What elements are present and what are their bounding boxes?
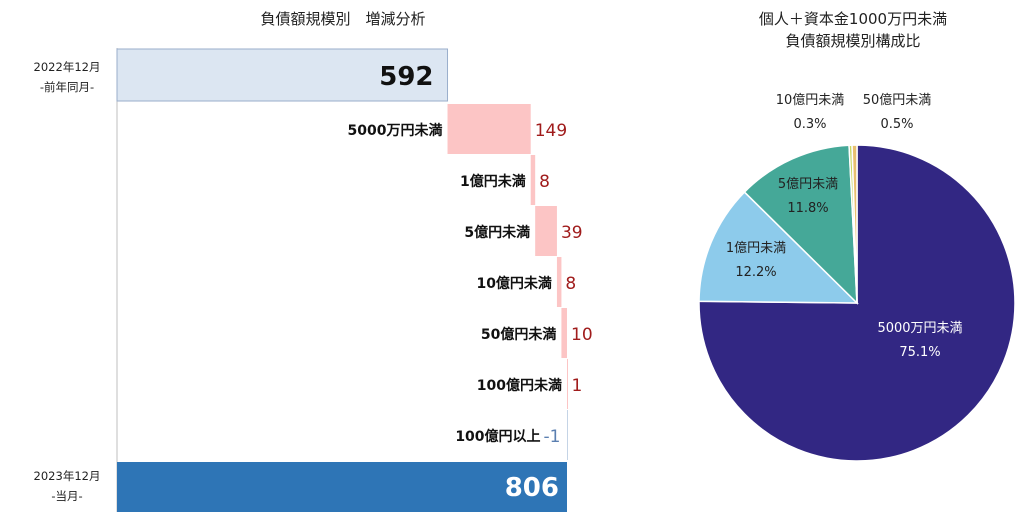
pie-title-line2: 負債額規模別構成比 [785,32,920,50]
pie-slice-label: 50億円未満 [863,92,932,108]
waterfall-chart: 負債額規模別 増減分析 592 2022年12月 -前年同月- 5000万円未満 149… [34,10,593,512]
waterfall-value-end: 806 [505,473,559,503]
waterfall-bar-end [117,462,567,512]
pie-slice [698,191,859,304]
waterfall-category-label: 100億円以上 [455,428,540,445]
waterfall-label-start-line2: -前年同月- [40,80,94,94]
pie-slice-label: 1億円未満 [726,240,786,256]
waterfall-category-label: 100億円未満 [477,377,562,394]
waterfall-bar-start [116,48,449,102]
waterfall-category-label: 5000万円未満 [348,122,443,139]
pie-slice-value: 12.2% [735,265,776,280]
pie-slice-value: 75.1% [899,345,940,360]
waterfall-value-start: 592 [379,62,433,92]
pie-marks: 5000万円未満 75.1% 1億円未満 12.2% 5億円未満 11.8% 10億円未満 0… [698,92,1016,462]
pie-slice-value: 11.8% [787,201,828,216]
waterfall-bar-step [556,257,562,307]
waterfall-bar-step [535,206,557,256]
waterfall-value-label: 1 [572,376,583,396]
pie-slice-label: 5000万円未満 [877,321,962,336]
waterfall-bar-step [561,308,567,358]
waterfall-value-label: 10 [571,325,593,345]
waterfall-category-label: 1億円未満 [460,173,526,190]
pie-slice-label: 5億円未満 [778,176,838,192]
pie-slice-value: 0.5% [880,117,913,132]
pie-slice-value: 0.3% [793,117,826,132]
waterfall-category-label: 5億円未満 [464,224,530,241]
waterfall-marks: 592 2022年12月 -前年同月- 5000万円未満 149 1億円未満 8 5億円未満 3… [34,48,593,512]
waterfall-bar-step [530,155,536,205]
pie-title-line1: 個人＋資本金1000万円未満 [759,10,947,28]
pie-slice-label: 10億円未満 [776,92,845,108]
waterfall-title: 負債額規模別 増減分析 [260,10,425,28]
waterfall-category-label: 50億円未満 [481,326,556,343]
waterfall-value-label: 39 [561,223,583,243]
waterfall-value-label: 8 [539,172,550,192]
waterfall-label-start-line1: 2022年12月 [34,60,101,74]
waterfall-label-end-line1: 2023年12月 [34,469,101,483]
waterfall-value-label: 8 [565,274,576,294]
waterfall-category-label: 10億円未満 [476,275,551,292]
pie-chart: 個人＋資本金1000万円未満 負債額規模別構成比 5000万円未満 75.1% 1億… [698,10,1016,462]
waterfall-label-end-line2: -当月- [51,489,82,503]
waterfall-bar-step [567,359,568,409]
pie-slice [851,144,858,304]
pie-slice [743,144,858,305]
waterfall-value-label: -1 [544,427,561,447]
waterfall-value-label: 149 [535,121,567,141]
waterfall-bar-step [447,104,531,154]
waterfall-bar-step [567,410,568,460]
